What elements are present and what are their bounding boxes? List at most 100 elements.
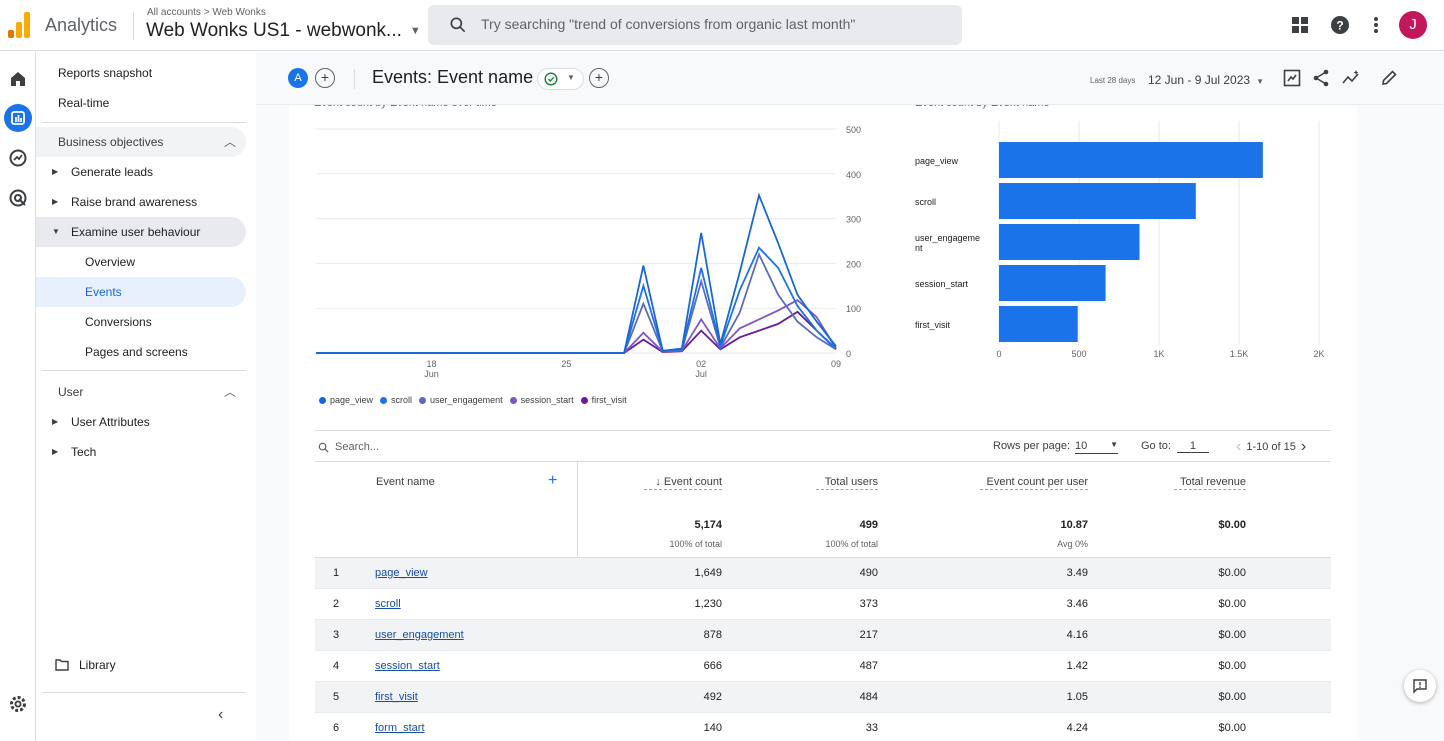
date-range-value: 12 Jun - 9 Jul 2023 bbox=[1148, 73, 1251, 87]
legend-label: first_visit bbox=[591, 395, 627, 405]
add-comparison-icon[interactable]: + bbox=[315, 68, 335, 88]
nav-examine-user-behaviour[interactable]: ▼ Examine user behaviour bbox=[36, 217, 246, 247]
event-name-link[interactable]: form_start bbox=[375, 722, 425, 734]
table-row[interactable]: 1 page_view 1,649 490 3.49 $0.00 bbox=[315, 558, 1331, 589]
search-bar[interactable]: Try searching "trend of conversions from… bbox=[428, 5, 962, 45]
comparison-badge[interactable]: A bbox=[288, 68, 308, 88]
table-row[interactable]: 6 form_start 140 33 4.24 $0.00 bbox=[315, 713, 1331, 741]
nav-business-objectives[interactable]: Business objectives ︿ bbox=[36, 127, 246, 157]
customize-report-icon[interactable] bbox=[1282, 68, 1302, 88]
explore-icon[interactable] bbox=[8, 148, 28, 168]
sidebar-divider bbox=[42, 692, 246, 693]
chevron-down-icon: ▼ bbox=[409, 24, 421, 37]
series-line-user_engagement[interactable] bbox=[316, 251, 837, 354]
legend-item-user_engagement[interactable]: user_engagement bbox=[419, 395, 503, 405]
edit-pencil-icon[interactable] bbox=[1379, 68, 1399, 88]
insights-icon[interactable] bbox=[1341, 68, 1361, 88]
bar-session_start[interactable] bbox=[999, 265, 1106, 301]
nav-pages-and-screens[interactable]: Pages and screens bbox=[36, 337, 246, 367]
column-divider bbox=[577, 462, 578, 558]
col-header-total-revenue[interactable]: Total revenue bbox=[1174, 476, 1246, 490]
cell-event-count: 492 bbox=[703, 691, 722, 703]
col-header-event-name[interactable]: Event name bbox=[376, 476, 435, 488]
nav-label: Real-time bbox=[58, 96, 110, 110]
date-range-picker[interactable]: 12 Jun - 9 Jul 2023 ▼ bbox=[1148, 73, 1264, 87]
report-status-button[interactable]: ▼ bbox=[537, 68, 584, 90]
nav-realtime[interactable]: Real-time bbox=[36, 88, 246, 118]
x-tick-label: 09 bbox=[831, 359, 841, 369]
event-name-link[interactable]: scroll bbox=[375, 598, 401, 610]
add-dimension-icon[interactable]: + bbox=[548, 472, 558, 489]
admin-gear-icon[interactable] bbox=[8, 694, 28, 714]
category-label: session_start bbox=[915, 279, 969, 289]
go-to-input[interactable]: 1 bbox=[1176, 440, 1209, 453]
nav-events[interactable]: Events bbox=[36, 277, 246, 307]
row-index: 5 bbox=[333, 691, 340, 703]
legend-label: page_view bbox=[330, 395, 374, 405]
table-search[interactable]: Search... bbox=[318, 441, 379, 453]
go-to-page: Go to: 1 bbox=[1141, 440, 1209, 453]
col-header-event-count[interactable]: ↓ Event count bbox=[644, 476, 722, 490]
table-row[interactable]: 3 user_engagement 878 217 4.16 $0.00 bbox=[315, 620, 1331, 651]
collapse-sidebar-icon[interactable]: ‹ bbox=[218, 706, 224, 723]
row-index: 3 bbox=[333, 629, 340, 641]
help-icon[interactable]: ? bbox=[1330, 15, 1350, 35]
rows-per-page-select[interactable]: 10 ▼ bbox=[1075, 440, 1119, 454]
property-selector[interactable]: Web Wonks US1 - webwonk... ▼ bbox=[146, 20, 421, 42]
legend-dot-icon bbox=[319, 397, 326, 405]
reports-icon[interactable] bbox=[4, 104, 32, 132]
cell-revenue: $0.00 bbox=[1218, 722, 1246, 734]
apps-grid-icon[interactable] bbox=[1291, 16, 1309, 34]
feedback-button[interactable] bbox=[1404, 670, 1436, 702]
nav-reports-snapshot[interactable]: Reports snapshot bbox=[36, 58, 246, 88]
nav-label: Business objectives bbox=[58, 135, 164, 149]
more-vert-icon[interactable] bbox=[1370, 15, 1382, 35]
bar-user_engagement[interactable] bbox=[999, 224, 1140, 260]
nav-generate-leads[interactable]: ▶ Generate leads bbox=[36, 157, 246, 187]
col-header-total-users[interactable]: Total users bbox=[816, 476, 878, 490]
series-line-page_view[interactable] bbox=[316, 192, 837, 354]
totals-bottom-line bbox=[315, 557, 1331, 558]
bar-first_visit[interactable] bbox=[999, 306, 1078, 342]
event-name-link[interactable]: first_visit bbox=[375, 691, 418, 703]
col-header-event-count-per-user[interactable]: Event count per user bbox=[980, 476, 1088, 490]
nav-conversions[interactable]: Conversions bbox=[36, 307, 246, 337]
home-icon[interactable] bbox=[8, 69, 28, 89]
series-line-first_visit[interactable] bbox=[316, 310, 837, 354]
legend-item-first_visit[interactable]: first_visit bbox=[580, 395, 627, 405]
cell-total-users: 217 bbox=[859, 629, 878, 641]
event-name-link[interactable]: user_engagement bbox=[375, 629, 464, 641]
table-row[interactable]: 5 first_visit 492 484 1.05 $0.00 bbox=[315, 682, 1331, 713]
account-breadcrumb[interactable]: All accounts > Web Wonks bbox=[147, 7, 266, 18]
advertising-icon[interactable] bbox=[8, 188, 28, 208]
table-row[interactable]: 4 session_start 666 487 1.42 $0.00 bbox=[315, 651, 1331, 682]
nav-library[interactable]: Library bbox=[36, 650, 246, 680]
add-filter-icon[interactable]: + bbox=[589, 68, 609, 88]
legend-item-session_start[interactable]: session_start bbox=[509, 395, 574, 405]
event-name-link[interactable]: page_view bbox=[375, 567, 428, 579]
analytics-logo-icon[interactable] bbox=[8, 12, 32, 38]
account-avatar[interactable]: J bbox=[1399, 11, 1427, 39]
nav-tech[interactable]: ▶ Tech bbox=[36, 437, 246, 467]
nav-overview[interactable]: Overview bbox=[36, 247, 246, 277]
table-row[interactable]: 2 scroll 1,230 373 3.46 $0.00 bbox=[315, 589, 1331, 620]
bar-page_view[interactable] bbox=[999, 142, 1263, 178]
bar-scroll[interactable] bbox=[999, 183, 1196, 219]
left-rail bbox=[0, 51, 36, 741]
legend-item-page_view[interactable]: page_view bbox=[319, 395, 373, 405]
cell-per-user: 4.24 bbox=[1066, 722, 1088, 734]
share-icon[interactable] bbox=[1311, 68, 1331, 88]
cell-total-users: 484 bbox=[859, 691, 878, 703]
next-page-icon[interactable]: › bbox=[1300, 438, 1307, 455]
prev-page-icon[interactable]: ‹ bbox=[1236, 438, 1242, 455]
chevron-down-icon: ▼ bbox=[567, 73, 575, 82]
nav-raise-brand-awareness[interactable]: ▶ Raise brand awareness bbox=[36, 187, 246, 217]
category-label: scroll bbox=[915, 197, 936, 207]
nav-label: Examine user behaviour bbox=[71, 225, 201, 239]
nav-user[interactable]: User ︿ bbox=[36, 377, 246, 407]
event-name-link[interactable]: session_start bbox=[375, 660, 440, 672]
nav-user-attributes[interactable]: ▶ User Attributes bbox=[36, 407, 246, 437]
legend-item-scroll[interactable]: scroll bbox=[380, 395, 412, 405]
